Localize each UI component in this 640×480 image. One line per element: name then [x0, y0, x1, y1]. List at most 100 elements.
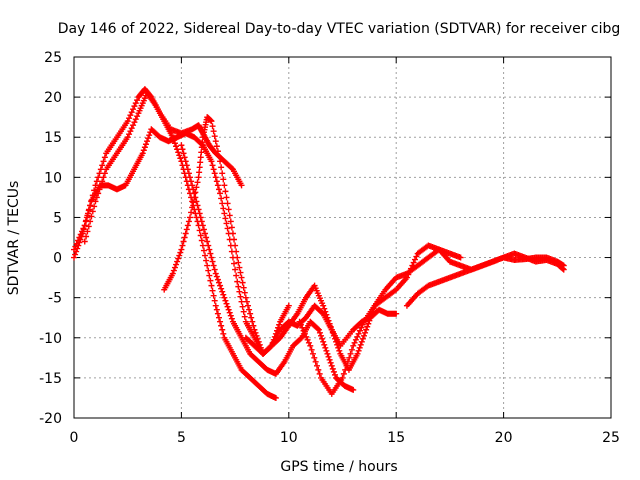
data-point — [222, 297, 229, 304]
data-point — [311, 354, 318, 361]
data-point — [319, 309, 326, 316]
data-point — [199, 139, 206, 146]
data-point — [344, 358, 351, 365]
data-point — [84, 228, 91, 235]
data-point — [97, 166, 104, 173]
data-point — [357, 341, 364, 348]
x-tick-label: 0 — [70, 430, 79, 446]
data-point — [218, 195, 225, 202]
data-point — [126, 131, 133, 138]
data-point — [359, 321, 366, 328]
data-point — [198, 237, 205, 244]
series-track-g — [296, 242, 567, 397]
data-point — [128, 109, 135, 116]
data-point — [215, 279, 222, 286]
data-point — [179, 242, 186, 249]
data-point — [348, 346, 355, 353]
data-point — [100, 158, 107, 165]
data-point — [93, 194, 100, 201]
data-point — [339, 374, 346, 381]
data-point — [144, 138, 151, 145]
y-tick-label: 20 — [44, 90, 62, 106]
data-point — [204, 262, 211, 269]
data-point — [407, 265, 414, 272]
data-point — [314, 325, 321, 332]
data-point — [327, 323, 334, 330]
x-axis-label: GPS time / hours — [280, 459, 397, 475]
data-point — [301, 330, 308, 337]
data-point — [272, 330, 279, 337]
data-point — [214, 276, 221, 283]
data-point — [241, 313, 248, 320]
data-point — [352, 336, 359, 343]
data-point — [244, 302, 251, 309]
y-tick-label: -5 — [48, 291, 62, 307]
data-point — [256, 341, 263, 348]
data-point — [217, 158, 224, 165]
data-point — [223, 220, 230, 227]
data-point — [409, 262, 416, 269]
data-point — [183, 226, 190, 233]
grid — [74, 57, 611, 418]
data-point — [203, 257, 210, 264]
data-point — [329, 365, 336, 372]
data-point — [91, 203, 98, 210]
data-point — [205, 242, 212, 249]
data-point — [285, 302, 292, 309]
data-point — [238, 274, 245, 281]
data-point — [186, 214, 193, 221]
data-point — [406, 268, 413, 275]
data-point — [328, 326, 335, 333]
data-point — [211, 266, 218, 273]
data-point — [221, 294, 228, 301]
data-point — [182, 230, 189, 237]
data-point — [185, 170, 192, 177]
data-point — [250, 322, 257, 329]
data-point — [192, 189, 199, 196]
data-point — [312, 358, 319, 365]
data-point — [194, 202, 201, 209]
data-point — [195, 174, 202, 181]
data-point — [347, 350, 354, 357]
x-tick-label: 15 — [387, 430, 405, 446]
data-point — [96, 186, 103, 193]
data-point — [89, 208, 96, 215]
axis-ticks: 0 5 10 15 20 25 -20 -15 -10 -5 0 5 10 15 20 25 — [39, 50, 620, 446]
data-point — [196, 227, 203, 234]
data-point — [185, 218, 192, 225]
data-point — [134, 113, 141, 120]
data-point — [355, 330, 362, 337]
data-point — [366, 317, 373, 324]
data-point — [319, 335, 326, 342]
data-point — [220, 176, 227, 183]
data-point — [75, 242, 82, 249]
data-point — [173, 143, 180, 150]
data-point — [228, 315, 235, 322]
data-point — [225, 206, 232, 213]
data-point — [323, 311, 330, 318]
data-point — [71, 254, 77, 261]
data-point — [218, 322, 225, 329]
data-point — [297, 321, 304, 328]
data-point — [188, 209, 195, 216]
data-point — [177, 155, 184, 162]
data-point — [86, 206, 93, 213]
data-point — [228, 165, 235, 172]
data-point — [173, 261, 180, 268]
data-point — [220, 291, 227, 298]
data-point — [177, 249, 184, 256]
data-point — [297, 335, 304, 342]
data-point — [215, 186, 222, 193]
data-point — [321, 305, 328, 312]
data-point — [95, 174, 102, 181]
data-point — [193, 198, 200, 205]
data-point — [403, 274, 410, 281]
data-point — [238, 182, 245, 189]
data-point — [226, 309, 233, 316]
data-point — [170, 137, 177, 144]
data-point — [97, 182, 104, 189]
series-track-h — [403, 250, 567, 309]
data-point — [214, 310, 221, 317]
data-points — [71, 86, 567, 401]
data-point — [233, 248, 240, 255]
